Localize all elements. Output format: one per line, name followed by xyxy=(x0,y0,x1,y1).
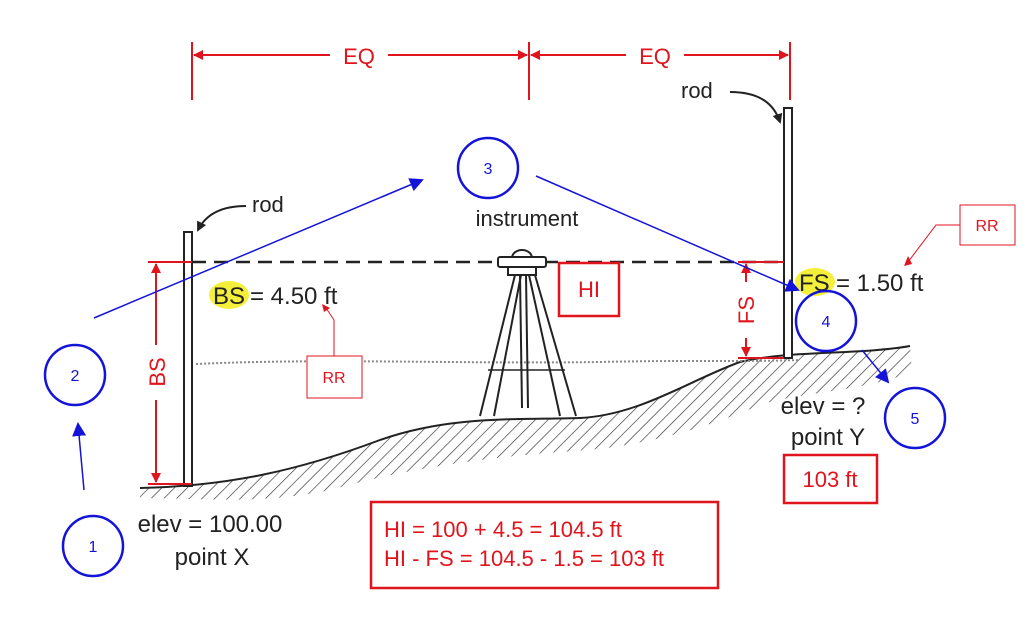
rod-left-pointer xyxy=(197,205,247,232)
step-2-number: 2 xyxy=(71,368,80,385)
step-5: 5 xyxy=(883,386,947,450)
ground xyxy=(139,345,912,500)
eq-left-label: EQ xyxy=(343,44,375,69)
fs-vertical-label: FS xyxy=(734,296,759,324)
formula-line-1: HI = 100 + 4.5 = 104.5 ft xyxy=(384,517,622,542)
step-1: 1 xyxy=(61,514,125,578)
rod-right xyxy=(783,107,793,359)
arrow-3-to-4 xyxy=(535,175,800,292)
eq-dimensions: EQ EQ xyxy=(191,42,791,100)
arrow-4-to-5 xyxy=(861,349,890,384)
rr-callout-left: RR xyxy=(306,304,363,399)
instrument: instrument xyxy=(476,206,579,417)
ground-hatching xyxy=(140,346,912,500)
step-3: 3 xyxy=(456,136,520,200)
formula-box: HI = 100 + 4.5 = 104.5 ft HI - FS = 104.… xyxy=(369,500,720,590)
step-1-number: 1 xyxy=(89,539,98,556)
fs-dimension: FS xyxy=(734,261,784,359)
arrow-2-to-3 xyxy=(93,178,424,319)
answer-box: 103 ft xyxy=(782,453,879,505)
horizon-line xyxy=(195,359,801,365)
point-x-label: point X xyxy=(175,544,250,571)
bs-vertical-label: BS xyxy=(145,357,170,386)
hi-box: HI xyxy=(557,261,621,318)
rod-right-label: rod xyxy=(681,78,713,103)
rod-left xyxy=(183,231,193,487)
step-5-number: 5 xyxy=(911,411,920,428)
eq-right-label: EQ xyxy=(639,44,671,69)
step-4-number: 4 xyxy=(822,314,831,331)
fs-value: = 1.50 ft xyxy=(836,270,924,297)
instrument-label: instrument xyxy=(476,206,579,231)
step-circles: 1 2 3 4 5 xyxy=(43,136,947,578)
formula-line-2: HI - FS = 104.5 - 1.5 = 103 ft xyxy=(384,546,664,571)
answer-label: 103 ft xyxy=(802,467,857,492)
hi-label: HI xyxy=(578,277,600,302)
point-y-label: point Y xyxy=(791,424,865,451)
fs-reading: FS = 1.50 ft xyxy=(795,268,924,297)
rr-callout-right: RR xyxy=(904,204,1016,266)
bs-reading: BS = 4.50 ft xyxy=(209,281,338,310)
fs-highlight xyxy=(795,268,835,296)
bs-abbr: BS xyxy=(213,283,245,310)
bs-dimension: BS xyxy=(145,261,192,485)
step-2: 2 xyxy=(43,343,107,407)
step-4: 4 xyxy=(794,289,858,353)
rod-right-pointer xyxy=(729,91,783,124)
rods: rod rod xyxy=(183,78,793,487)
step-3-number: 3 xyxy=(484,161,493,178)
rod-left-label: rod xyxy=(252,192,284,217)
elev-y-label: elev = ? xyxy=(781,393,866,420)
arrow-1-to-2 xyxy=(72,422,87,491)
rr-left-label: RR xyxy=(322,370,345,387)
rr-right-label: RR xyxy=(975,218,998,235)
bs-highlight xyxy=(209,281,249,309)
step-arrows xyxy=(72,175,890,491)
elev-x-label: elev = 100.00 xyxy=(138,511,283,538)
